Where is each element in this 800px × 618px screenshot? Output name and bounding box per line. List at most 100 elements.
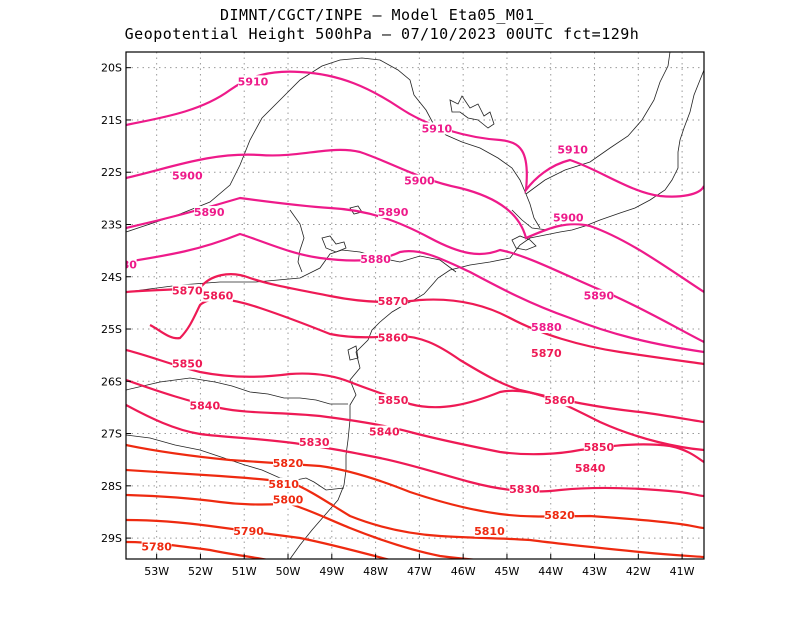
contour-label-bg [531, 321, 562, 334]
state-border-pr-sc [126, 377, 348, 405]
river-paranapanema [289, 209, 305, 273]
x-tick-label: 52W [188, 565, 213, 578]
contour-5860 [149, 298, 704, 424]
lake-furnas [449, 95, 495, 129]
x-tick-label: 42W [626, 565, 651, 578]
x-tick-label: 51W [232, 565, 257, 578]
contour-label-bg [509, 483, 540, 496]
rj-coast-detail [511, 235, 537, 251]
y-tick-label: 20S [101, 62, 122, 75]
contour-5900 [126, 148, 704, 293]
state-border-sp-ms [126, 57, 415, 233]
contour-label: 5880 [531, 321, 562, 334]
contour-label: 5880 [106, 258, 137, 271]
contour-label-bg [553, 211, 584, 224]
contour-label: 5900 [172, 169, 203, 182]
contour-label-bg [421, 122, 452, 135]
contour-5840 [126, 378, 704, 463]
coastline [289, 69, 704, 559]
contour-lines [126, 70, 704, 559]
contour-label: 5890 [378, 206, 409, 219]
contour-label-bg [583, 441, 614, 454]
x-tick-label: 45W [495, 565, 520, 578]
state-border-sc-rs [126, 434, 345, 491]
y-tick-label: 24S [101, 271, 122, 284]
x-tick-label: 49W [319, 565, 344, 578]
contour-5810 [126, 468, 704, 559]
contour-5880 [126, 232, 704, 354]
y-tick-label: 29S [101, 532, 122, 545]
contour-label: 5830 [299, 436, 330, 449]
state-border-sp-rj [511, 209, 549, 231]
contour-label-bg [126, 258, 137, 271]
y-tick-label: 26S [101, 375, 122, 388]
contour-5830 [126, 404, 704, 498]
contour-label-bg [172, 357, 203, 370]
contour-label: 5850 [172, 358, 203, 371]
contour-label: 5780 [141, 541, 172, 554]
contour-5820 [126, 443, 704, 530]
y-tick-label: 27S [101, 428, 122, 441]
contour-label: 5800 [273, 494, 304, 507]
contour-label-bg [583, 289, 614, 302]
state-border-sp-mg [413, 94, 541, 229]
y-tick-label: 21S [101, 114, 122, 127]
contour-label-bg [544, 394, 575, 407]
reservoir-1 [321, 235, 347, 253]
y-tick-label: 25S [101, 323, 122, 336]
contour-label: 5820 [273, 457, 304, 470]
contour-label: 5860 [544, 394, 575, 407]
contour-label: 5790 [233, 525, 264, 538]
contour-label: 5860 [203, 290, 234, 303]
contour-label-bg [378, 331, 409, 344]
latitude-axis: 20S 21S 22S 23S 24S 25S 26S 27S 28S 29S [101, 62, 131, 545]
state-border-mg-rj [525, 52, 671, 195]
contour-label: 5910 [422, 122, 453, 135]
contour-label-bg [237, 75, 268, 88]
contour-label-bg [141, 540, 172, 553]
chart-title-line1: DIMNT/CGCT/INPE – Model Eta05_M01_ [219, 6, 545, 24]
contour-label-bg [202, 289, 233, 302]
chart-title-line2: Geopotential Height 500hPa – 07/10/2023 … [124, 25, 640, 43]
contour-label: 5840 [190, 399, 221, 412]
contour-label-bg [233, 524, 264, 537]
contour-label-bg [268, 477, 299, 490]
contour-label: 5900 [404, 175, 435, 188]
x-tick-label: 41W [670, 565, 695, 578]
contour-label: 5870 [172, 284, 203, 297]
contour-label: 5860 [378, 331, 409, 344]
contour-label: 5890 [194, 206, 225, 219]
y-tick-label: 22S [101, 166, 122, 179]
map-frame [125, 51, 705, 560]
contour-labels: 5910 5910 5910 5900 5900 5900 5890 5890 5890 5880… [106, 75, 615, 554]
longitude-axis: 53W 52W 51W 50W 49W 48W 47W 46W 45W 44W 43W 42W 41W [144, 554, 695, 578]
contour-label-bg [172, 284, 203, 297]
contour-label: 5870 [378, 295, 409, 308]
contour-label-bg [273, 456, 304, 469]
contour-label-bg [557, 143, 588, 156]
contour-label: 5840 [369, 426, 400, 439]
contour-label: 5840 [575, 462, 606, 475]
contour-label: 5850 [584, 441, 615, 454]
x-tick-label: 48W [363, 565, 388, 578]
x-tick-label: 43W [582, 565, 607, 578]
x-tick-label: 47W [407, 565, 432, 578]
contour-label: 5880 [360, 253, 391, 266]
contour-label: 5890 [584, 290, 615, 303]
contour-label-bg [369, 425, 400, 438]
contour-5800 [126, 493, 478, 559]
contour-label-bg [299, 436, 330, 449]
contour-label: 5810 [474, 525, 505, 538]
contour-label: 5910 [238, 75, 269, 88]
x-tick-label: 53W [144, 565, 169, 578]
contour-label-bg [378, 294, 409, 307]
contour-label: 5910 [557, 143, 588, 156]
contour-label: 5850 [378, 394, 409, 407]
contour-label: 5830 [509, 483, 540, 496]
contour-label-bg [360, 253, 391, 266]
contour-label: 5810 [268, 478, 299, 491]
contour-label-bg [189, 399, 220, 412]
coastline-borders [126, 52, 704, 559]
y-tick-label: 23S [101, 218, 122, 231]
